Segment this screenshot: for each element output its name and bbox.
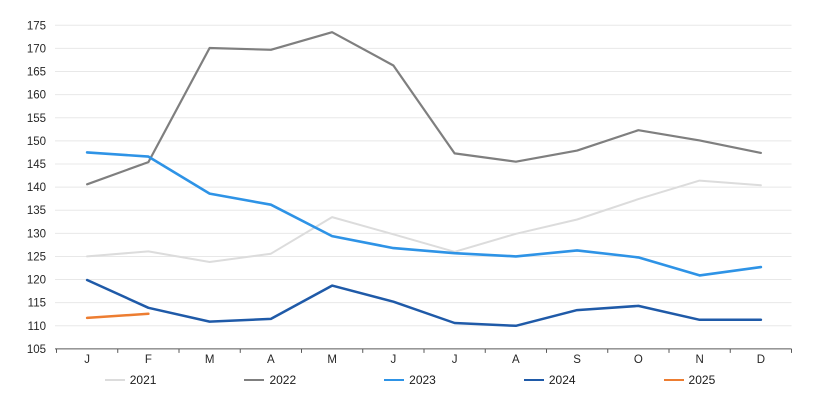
x-axis-month-label: N [695, 354, 703, 366]
legend-label: 2022 [269, 373, 297, 387]
legend-line-swatch [523, 379, 544, 381]
y-axis-tick-label: 120 [27, 275, 46, 287]
legend-line-swatch [384, 379, 405, 381]
legend-item-2025[interactable]: 2025 [663, 373, 716, 387]
y-axis-tick-label: 160 [27, 90, 46, 102]
x-axis-month-label: J [84, 354, 90, 366]
legend-item-2022[interactable]: 2022 [244, 374, 296, 386]
y-axis-tick-label: 115 [28, 298, 46, 310]
legend-line-swatch [104, 379, 125, 381]
y-axis-tick-label: 165 [27, 67, 46, 79]
y-axis-tick-label: 135 [27, 205, 46, 217]
y-axis-tick-label: 105 [27, 344, 46, 356]
y-axis-tick-label: 110 [28, 321, 46, 333]
y-axis-tick-label: 145 [27, 159, 46, 171]
legend-item-2023[interactable]: 2023 [384, 374, 436, 386]
x-axis-month-label: M [205, 354, 215, 366]
series-line-2022 [85, 31, 763, 186]
x-axis-month-label: F [145, 354, 152, 366]
series-line-2024 [85, 278, 763, 328]
legend-line-swatch [244, 379, 265, 381]
series-line-2025 [85, 312, 150, 320]
y-axis-tick-label: 125 [27, 251, 46, 263]
legend-label: 2023 [409, 373, 436, 387]
legend-label: 2025 [688, 373, 716, 387]
legend-item-2024[interactable]: 2024 [523, 373, 576, 387]
y-axis-tick-label: 170 [27, 43, 46, 55]
legend-label: 2024 [548, 373, 576, 387]
x-axis-month-label: J [452, 354, 458, 366]
x-axis-month-label: J [391, 354, 397, 366]
x-axis-month-label: O [634, 354, 643, 366]
legend-label: 2021 [129, 373, 157, 387]
series-line-2023 [85, 151, 763, 277]
y-axis-tick-label: 140 [27, 182, 46, 194]
x-axis-month-label: A [267, 354, 275, 366]
x-axis-month-label: S [573, 354, 581, 366]
y-axis-tick-label: 155 [27, 113, 46, 125]
chart-plot-area: 105 110 115 120 125 130 135 140 145 150 155 160 165 1… [27, 20, 792, 366]
y-axis-tick-label: 150 [27, 136, 46, 148]
y-axis-tick-label: 175 [27, 20, 46, 32]
x-axis-month-label: M [327, 354, 337, 366]
chart-legend: 2021 2022 2023 2024 2025 [0, 369, 820, 391]
series-line-2021 [86, 179, 762, 263]
x-axis-month-label: D [757, 354, 765, 366]
legend-item-2021[interactable]: 2021 [104, 373, 157, 387]
legend-line-swatch [663, 379, 684, 381]
y-axis-tick-label: 130 [27, 228, 46, 240]
x-axis-month-label: A [512, 354, 520, 366]
